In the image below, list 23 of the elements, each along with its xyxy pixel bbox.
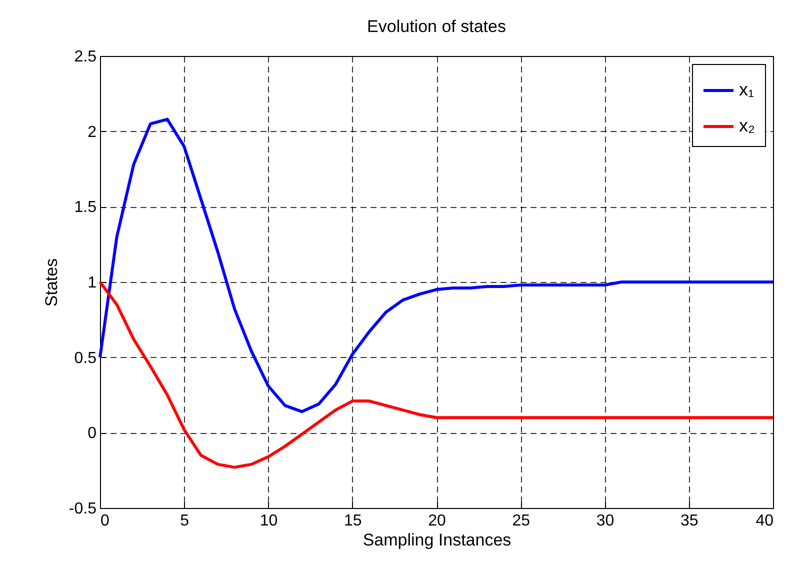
legend-label: x₁ (739, 80, 754, 100)
y-tick-label: 0.5 (74, 350, 97, 367)
x-tick-label: 0 (100, 512, 110, 530)
x-tick-label: 25 (512, 512, 530, 530)
chart-title: Evolution of states (367, 17, 506, 36)
y-tick-label: -0.5 (68, 500, 97, 518)
y-tick-label: 0 (88, 425, 97, 442)
y-axis-title: States (42, 258, 61, 307)
line-series (98, 280, 774, 469)
x-tick-label: 30 (596, 512, 614, 530)
x-tick-label: 20 (428, 512, 446, 530)
legend-label: x₂ (739, 116, 755, 136)
y-tick-label: 2 (88, 124, 97, 141)
x-tick-label: 10 (260, 512, 278, 530)
x-tick-label: 40 (756, 512, 774, 530)
x-axis-title: Sampling Instances (362, 530, 512, 550)
y-tick-label: 1 (88, 274, 97, 292)
x-tick-label: 35 (680, 512, 698, 530)
y-tick-label: 1.5 (74, 199, 97, 216)
x-tick-label: 15 (344, 512, 362, 530)
x-tick-label: 5 (180, 512, 190, 530)
line-series (98, 118, 774, 414)
y-tick-label: 2.5 (74, 48, 97, 66)
